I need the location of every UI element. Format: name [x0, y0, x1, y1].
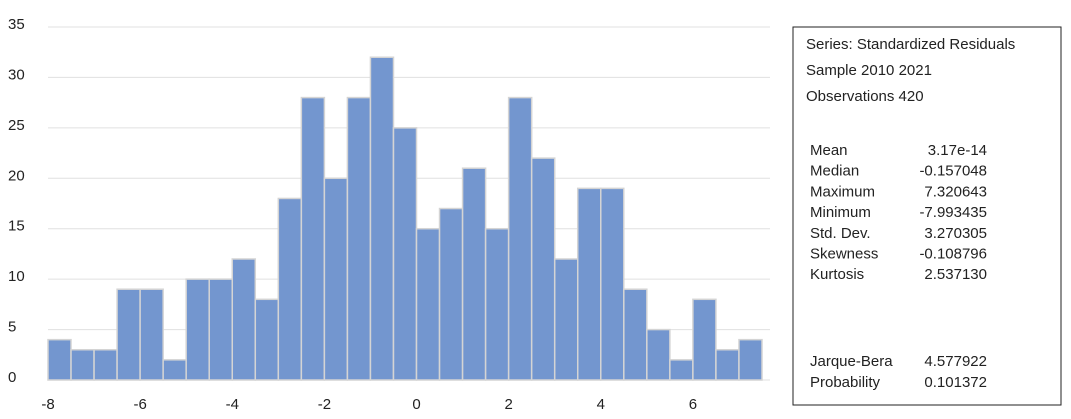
x-tick-label: -6 — [133, 396, 146, 413]
x-tick-label: 2 — [504, 396, 512, 413]
stats-value: 4.577922 — [924, 353, 987, 370]
bar — [70, 348, 95, 381]
stats-value: 2.537130 — [924, 266, 987, 283]
bar — [392, 127, 418, 381]
bar — [139, 288, 164, 381]
stats-value: 3.17e-14 — [928, 142, 987, 159]
stats-box — [792, 26, 1062, 406]
bar — [162, 359, 187, 381]
bar — [185, 278, 210, 381]
stats-header: Sample 2010 2021 — [806, 62, 932, 79]
y-tick-label: 10 — [8, 268, 25, 285]
x-tick-label: -4 — [226, 396, 239, 413]
x-tick-label: -8 — [41, 396, 54, 413]
bar — [553, 258, 579, 381]
stats-label: Jarque-Bera — [810, 353, 893, 370]
y-tick-label: 15 — [8, 218, 25, 235]
bar — [669, 359, 694, 381]
stats-label: Kurtosis — [810, 266, 864, 283]
bar — [116, 288, 141, 381]
x-tick-label: 6 — [689, 396, 697, 413]
bar — [461, 167, 487, 381]
stats-value: -7.993435 — [919, 204, 987, 221]
stats-value: 7.320643 — [924, 183, 987, 200]
bar — [507, 96, 533, 381]
stats-value: 3.270305 — [924, 225, 987, 242]
stats-label: Maximum — [810, 183, 875, 200]
y-tick-label: 35 — [8, 16, 25, 33]
bar — [646, 328, 671, 381]
bar — [530, 157, 556, 381]
bar — [715, 348, 740, 381]
stats-value: -0.157048 — [919, 163, 987, 180]
stats-value: 0.101372 — [924, 374, 987, 391]
y-tick-label: 30 — [8, 66, 25, 83]
bar — [346, 96, 372, 381]
stats-label: Mean — [810, 142, 848, 159]
bar — [93, 348, 118, 381]
stats-header: Series: Standardized Residuals — [806, 36, 1015, 53]
x-tick-label: -2 — [318, 396, 331, 413]
stats-value: -0.108796 — [919, 245, 987, 262]
bar — [300, 96, 326, 381]
bar — [738, 338, 763, 381]
bar — [692, 298, 717, 381]
stats-label: Std. Dev. — [810, 225, 871, 242]
bar — [323, 177, 349, 381]
bar — [484, 227, 510, 381]
y-tick-label: 25 — [8, 117, 25, 134]
y-tick-label: 20 — [8, 167, 25, 184]
x-tick-label: 4 — [597, 396, 605, 413]
bar — [47, 338, 72, 381]
bar — [438, 207, 464, 381]
stats-header: Observations 420 — [806, 88, 924, 105]
x-tick-label: 0 — [412, 396, 420, 413]
bar — [277, 197, 303, 381]
stats-label: Median — [810, 163, 859, 180]
bar — [231, 258, 257, 381]
bar — [208, 278, 234, 381]
y-tick-label: 0 — [8, 369, 16, 386]
bar — [623, 288, 648, 381]
stats-label: Probability — [810, 374, 881, 391]
y-tick-label: 5 — [8, 319, 16, 336]
bar — [600, 187, 625, 381]
stats-label: Skewness — [810, 245, 878, 262]
bar — [576, 187, 602, 381]
bar — [254, 298, 280, 381]
bar — [369, 56, 395, 381]
stats-label: Minimum — [810, 204, 871, 221]
bar — [415, 227, 441, 381]
